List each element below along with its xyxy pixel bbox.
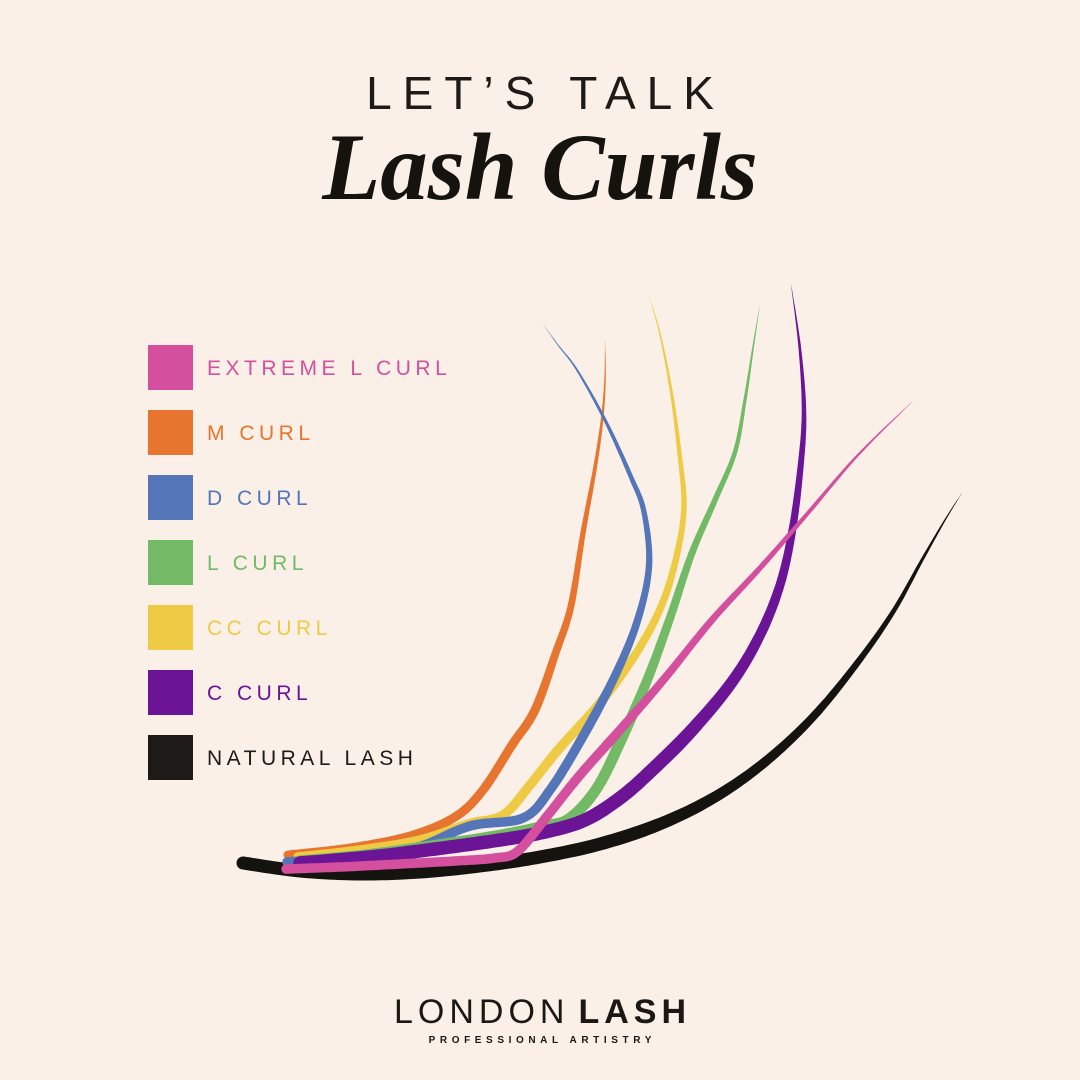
lash-strand-natural-lash	[236, 493, 963, 881]
brand-logo: LONDON LASH	[0, 995, 1080, 1029]
legend-item-m-curl: M CURL	[148, 410, 451, 455]
legend-item-label: C CURL	[207, 681, 313, 705]
eyebrow-text: LET’S TALK	[366, 67, 725, 119]
lash-curve-m-curl	[287, 340, 606, 860]
page-title: Lash Curls	[322, 114, 758, 220]
legend-item-c-curl: C CURL	[148, 670, 451, 715]
lash-strand-extreme-l-curl	[281, 399, 915, 874]
legend: EXTREME L CURL M CURL D CURL L CURL CC C…	[148, 345, 451, 780]
color-swatch-cc-curl	[148, 605, 193, 650]
legend-item-label: CC CURL	[207, 616, 332, 640]
legend-item-extreme-l-curl: EXTREME L CURL	[148, 345, 451, 390]
legend-item-label: NATURAL LASH	[207, 746, 418, 770]
footer-brand: LONDON LASH PROFESSIONAL ARTISTRY	[0, 995, 1080, 1046]
brand-word-london: LONDON	[393, 993, 570, 1031]
color-swatch-natural-lash	[148, 735, 193, 780]
legend-item-natural-lash: NATURAL LASH	[148, 735, 451, 780]
legend-item-label: EXTREME L CURL	[207, 356, 452, 380]
color-swatch-extreme-l-curl	[148, 345, 193, 390]
color-swatch-c-curl	[148, 670, 193, 715]
color-swatch-d-curl	[148, 475, 193, 520]
color-swatch-l-curl	[148, 540, 193, 585]
brand-word-lash: LASH	[578, 993, 692, 1031]
legend-item-l-curl: L CURL	[148, 540, 451, 585]
legend-item-label: D CURL	[207, 486, 313, 510]
brand-tagline: PROFESSIONAL ARTISTRY	[428, 1035, 656, 1046]
legend-item-label: L CURL	[207, 551, 308, 575]
header: LET’S TALK Lash Curls	[0, 70, 1080, 215]
legend-item-label: M CURL	[207, 421, 315, 445]
legend-item-cc-curl: CC CURL	[148, 605, 451, 650]
color-swatch-m-curl	[148, 410, 193, 455]
legend-item-d-curl: D CURL	[148, 475, 451, 520]
